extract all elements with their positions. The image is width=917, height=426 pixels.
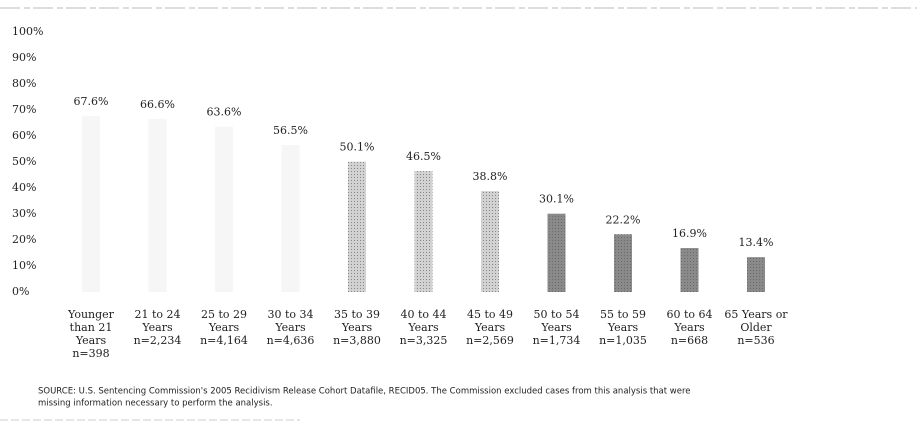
bar-texture <box>414 171 433 292</box>
x-tick-label: 25 to 29 Years <box>201 308 247 334</box>
sample-size: n=1,035 <box>599 334 647 347</box>
y-tick-label: 90% <box>12 51 36 64</box>
value-label: 46.5% <box>406 150 441 163</box>
sample-size: n=536 <box>737 334 774 347</box>
bar-texture <box>481 191 499 292</box>
y-tick-label: 0% <box>12 285 29 298</box>
value-label: 67.6% <box>74 95 109 108</box>
value-label: 50.1% <box>340 141 375 154</box>
source-line: SOURCE: U.S. Sentencing Commission's 200… <box>38 387 691 397</box>
value-label: 13.4% <box>739 236 774 249</box>
bar <box>148 118 167 292</box>
value-label: 30.1% <box>539 193 574 206</box>
value-label: 16.9% <box>672 227 707 240</box>
y-tick-label: 10% <box>12 259 36 272</box>
value-label: 38.8% <box>473 170 508 183</box>
y-tick-label: 70% <box>12 103 36 116</box>
x-tick-label: 30 to 34 Years <box>267 308 313 334</box>
bar <box>215 126 233 292</box>
x-tick-label: 35 to 39 Years <box>334 308 380 334</box>
sample-size: n=2,234 <box>134 334 182 347</box>
y-tick-label: 60% <box>12 129 36 142</box>
x-tick-label: 21 to 24 Years <box>134 308 180 334</box>
bar <box>82 116 100 293</box>
sample-size: n=2,569 <box>466 334 514 347</box>
y-tick-label: 20% <box>12 233 36 246</box>
sample-size: n=3,325 <box>400 334 448 347</box>
x-tick-label: 40 to 44 Years <box>400 308 446 334</box>
y-tick-label: 100% <box>12 25 43 38</box>
sample-size: n=4,164 <box>200 334 248 347</box>
x-tick-label: 50 to 54 Years <box>533 308 579 334</box>
bar-texture <box>614 234 632 292</box>
value-label: 22.2% <box>606 213 641 226</box>
y-tick-label: 80% <box>12 77 36 90</box>
sample-size: n=4,636 <box>267 334 315 347</box>
value-label: 56.5% <box>273 124 308 137</box>
sample-size: n=1,734 <box>533 334 581 347</box>
sample-size: n=668 <box>671 334 708 347</box>
source-line: missing information necessary to perform… <box>38 399 273 409</box>
sample-size: n=3,880 <box>333 334 381 347</box>
bar-texture <box>680 248 699 292</box>
y-tick-label: 30% <box>12 207 36 220</box>
sample-size: n=398 <box>72 347 109 360</box>
bar <box>281 145 300 292</box>
value-label: 63.6% <box>207 106 242 119</box>
x-tick-label: Younger than 21 Years <box>67 308 115 347</box>
value-label: 66.6% <box>140 98 175 111</box>
bar-texture <box>747 257 765 292</box>
bar-texture <box>547 213 566 292</box>
y-tick-label: 50% <box>12 155 36 168</box>
y-tick-label: 40% <box>12 181 36 194</box>
x-tick-label: 60 to 64 Years <box>666 308 712 334</box>
bar-texture <box>348 161 366 292</box>
x-tick-label: 55 to 59 Years <box>600 308 646 334</box>
x-tick-label: 45 to 49 Years <box>467 308 513 334</box>
x-tick-label: 65 Years or Older <box>724 308 788 334</box>
